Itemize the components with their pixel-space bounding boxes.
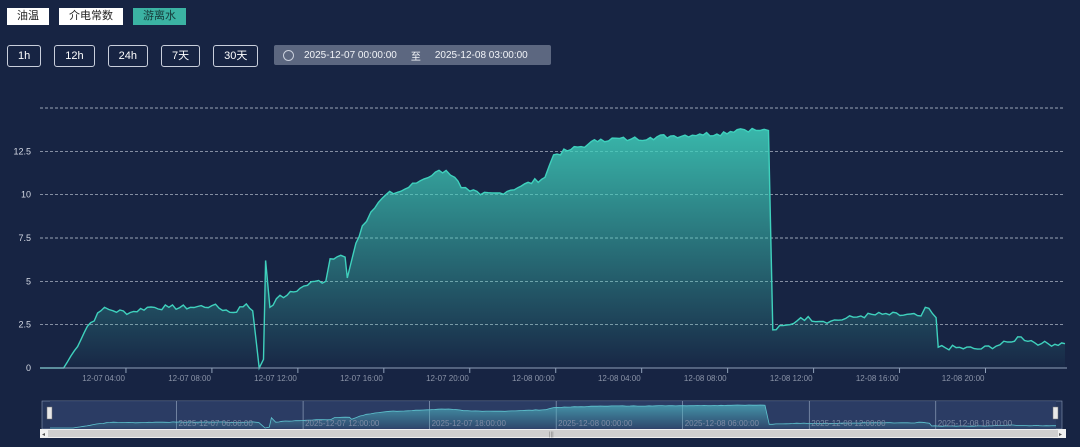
range-7d-button[interactable]: 7天 — [160, 45, 201, 67]
x-tick-label: 12-08 00:00 — [512, 374, 555, 383]
series-line — [40, 127, 1066, 371]
time-range-buttons: 1h 12h 24h 7天 30天 — [7, 45, 259, 67]
metric-tabs: 油温 介电常数 游离水 — [7, 8, 186, 25]
x-tick-label: 12-08 16:00 — [856, 374, 899, 383]
date-range-picker[interactable]: 2025-12-07 00:00:00 至 2025-12-08 03:00:0… — [274, 45, 551, 65]
x-tick-label: 12-08 04:00 — [598, 374, 641, 383]
data-zoom-right-handle[interactable] — [1052, 406, 1059, 420]
range-12h-button[interactable]: 12h — [54, 45, 95, 67]
mini-axis-label: 2025-12-08 00:00:00 — [558, 419, 633, 428]
clock-icon — [283, 49, 294, 61]
tab-oil-temperature[interactable]: 油温 — [7, 8, 49, 25]
range-1h-button[interactable]: 1h — [7, 45, 42, 67]
y-tick-label: 12.5 — [13, 146, 31, 156]
y-tick-label: 5 — [26, 276, 31, 286]
y-tick-label: 10 — [21, 190, 31, 200]
y-tick-label: 2.5 — [18, 320, 31, 330]
mini-axis-label: 2025-12-08 18:00:00 — [938, 419, 1013, 428]
scrollbar-thumb[interactable] — [48, 430, 1058, 437]
horizontal-scrollbar[interactable]: ◂ ▸ ||| — [40, 429, 1066, 438]
range-30d-button[interactable]: 30天 — [213, 45, 259, 67]
y-tick-label: 0 — [26, 363, 31, 373]
date-range-end: 2025-12-08 03:00:00 — [434, 49, 528, 61]
x-tick-label: 12-07 12:00 — [254, 374, 297, 383]
tab-dielectric-constant[interactable]: 介电常数 — [59, 8, 123, 25]
scrollbar-grip-icon[interactable]: ||| — [549, 432, 554, 438]
x-tick-label: 12-07 20:00 — [426, 374, 469, 383]
mini-axis-label: 2025-12-07 18:00:00 — [432, 419, 507, 428]
x-tick-label: 12-08 20:00 — [942, 374, 985, 383]
date-range-separator: 至 — [410, 51, 421, 63]
mini-series-line — [50, 404, 1057, 429]
x-tick-label: 12-08 12:00 — [770, 374, 813, 383]
mini-axis-label: 2025-12-07 06:00:00 — [179, 419, 254, 428]
mini-axis-label: 2025-12-08 12:00:00 — [811, 419, 886, 428]
mini-axis-label: 2025-12-08 06:00:00 — [685, 419, 760, 428]
date-range-start: 2025-12-07 00:00:00 — [304, 49, 397, 61]
scroll-right-arrow-icon[interactable]: ▸ — [1059, 432, 1062, 438]
data-zoom-left-handle[interactable] — [46, 406, 53, 420]
y-tick-label: 7.5 — [18, 233, 31, 243]
x-tick-label: 12-07 04:00 — [82, 374, 125, 383]
data-zoom-slider[interactable]: 2025-12-07 06:00:00 2025-12-07 12:00:00 20… — [41, 400, 1063, 430]
scroll-left-arrow-icon[interactable]: ◂ — [42, 432, 45, 438]
mini-series-area — [50, 405, 1056, 428]
x-tick-label: 12-07 16:00 — [340, 374, 383, 383]
series-area — [40, 128, 1065, 368]
tab-free-water[interactable]: 游离水 — [133, 8, 186, 25]
mini-axis-label: 2025-12-07 12:00:00 — [305, 419, 380, 428]
x-tick-label: 12-07 08:00 — [168, 374, 211, 383]
x-tick-label: 12-08 08:00 — [684, 374, 727, 383]
range-24h-button[interactable]: 24h — [107, 45, 148, 67]
